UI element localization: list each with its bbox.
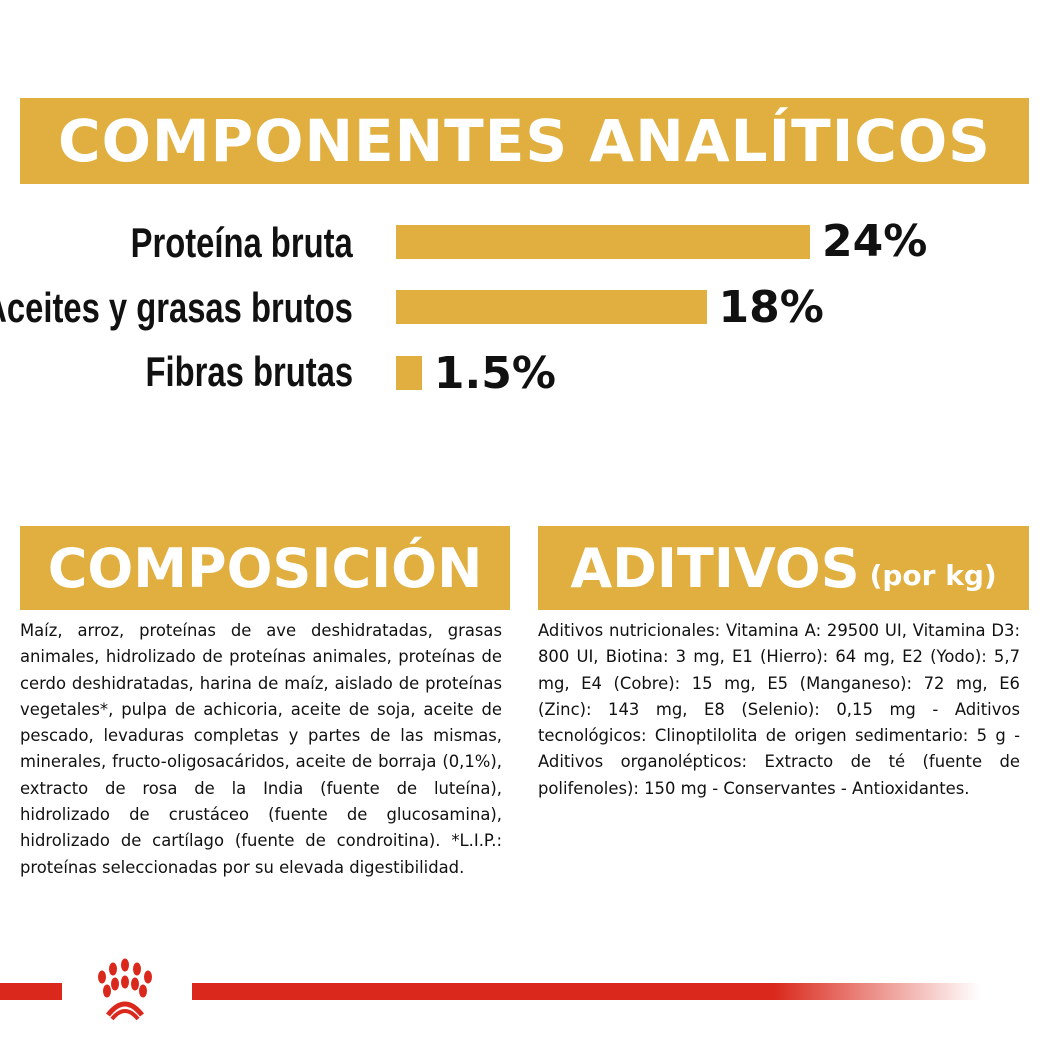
footer-red-line — [0, 983, 980, 1000]
additives-header: ADITIVOS (por kg) — [538, 526, 1029, 610]
analytical-title: COMPONENTES ANALÍTICOS — [58, 107, 991, 175]
bar-protein — [396, 225, 810, 259]
value-fiber: 1.5% — [433, 348, 556, 399]
row-label: Fibras brutas — [145, 348, 353, 395]
analytical-components-header: COMPONENTES ANALÍTICOS — [20, 98, 1029, 184]
additives-title: ADITIVOS — [570, 536, 860, 600]
bar-fiber — [396, 356, 422, 390]
composition-title: COMPOSICIÓN — [47, 536, 483, 600]
row-label: Aceites y grasas brutos — [0, 284, 353, 331]
composition-text: Maíz, arroz, proteínas de ave deshidrata… — [20, 621, 502, 877]
composition-header: COMPOSICIÓN — [20, 526, 510, 610]
royal-canin-crown-logo-icon — [62, 955, 192, 1021]
row-label: Proteína bruta — [130, 219, 353, 266]
value-fat: 18% — [718, 282, 824, 333]
value-protein: 24% — [822, 216, 928, 267]
bar-fat — [396, 290, 707, 324]
additives-text: Aditivos nutricionales: Vitamina A: 2950… — [538, 621, 1020, 798]
additives-subtitle: (por kg) — [869, 558, 997, 592]
